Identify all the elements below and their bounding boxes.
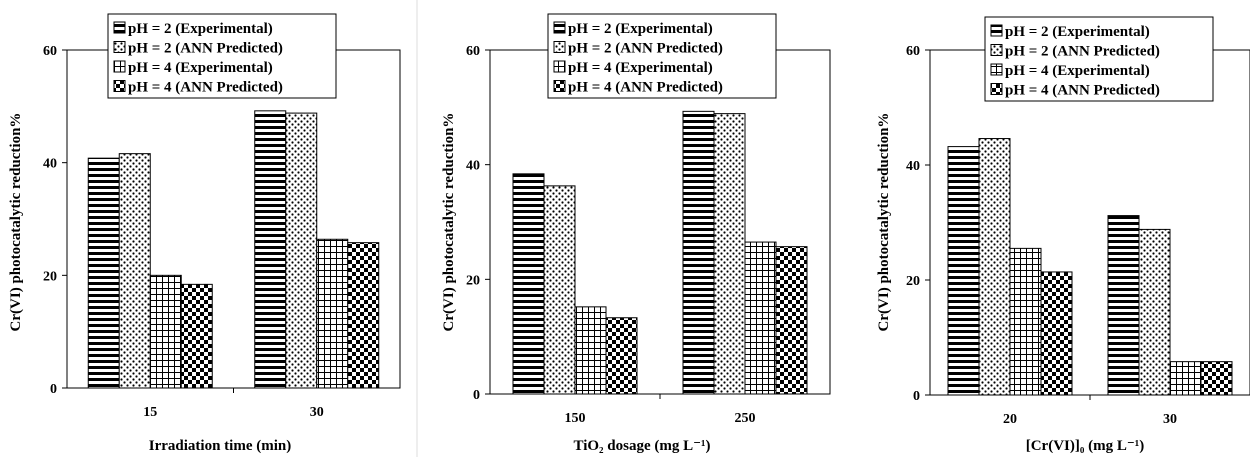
legend-label-ph2-experimental: pH = 2 (Experimental) <box>128 21 273 37</box>
y-tick-label: 60 <box>906 44 920 59</box>
legend-box <box>547 13 777 99</box>
bar-ph4-experimental-15 <box>149 274 182 389</box>
legend-box <box>984 16 1214 102</box>
x-axis-title: [Cr(VI)]₀ (mg L⁻¹) <box>1026 438 1145 454</box>
legend-swatch-ph2-experimental <box>553 21 566 34</box>
y-tick-label: 20 <box>43 269 57 284</box>
legend-swatch-ph4-experimental <box>553 60 566 73</box>
legend-label-ph4-ann-predicted: pH = 4 (ANN Predicted) <box>1005 83 1160 99</box>
bar-ph2-ann-predicted-15 <box>118 153 151 389</box>
bar-ph2-ann-predicted-20 <box>978 138 1011 396</box>
x-tick-label: 250 <box>735 411 756 426</box>
bar-ph4-ann-predicted-250 <box>775 246 808 395</box>
bar-ph2-experimental-250 <box>682 110 715 395</box>
y-tick-label: 40 <box>466 159 480 174</box>
bar-ph2-ann-predicted-250 <box>713 113 746 395</box>
bar-ph4-ann-predicted-30 <box>1200 361 1233 396</box>
y-tick-labels: 0 20 40 60 <box>43 44 67 397</box>
y-tick-labels: 0 20 40 60 <box>466 44 490 403</box>
bars <box>947 138 1233 396</box>
bar-ph4-ann-predicted-15 <box>180 283 213 389</box>
bar-ph4-ann-predicted-30 <box>347 242 380 389</box>
bar-ph4-experimental-20 <box>1009 247 1042 396</box>
legend-swatch-ph4-ann-predicted <box>990 83 1003 95</box>
legend-label-ph2-ann-predicted: pH = 2 (ANN Predicted) <box>568 41 723 57</box>
bar-ph4-experimental-150 <box>574 306 607 395</box>
y-tick-label: 60 <box>43 44 57 59</box>
x-tick-labels: 150 250 <box>565 394 756 426</box>
legend: pH = 2 (Experimental) pH = 2 (ANN Predict… <box>984 16 1214 102</box>
y-tick-label: 40 <box>43 157 57 172</box>
y-tick-labels: 0 20 40 60 <box>906 44 930 404</box>
bar-ph4-experimental-250 <box>744 241 777 395</box>
legend-swatch-ph2-ann-predicted <box>553 41 566 53</box>
legend-swatch-ph4-ann-predicted <box>553 80 566 92</box>
y-axis-title: Cr(VI) photocatalytic reduction% <box>8 113 24 332</box>
x-tick-labels: 15 30 <box>143 388 324 420</box>
legend-label-ph4-experimental: pH = 4 (Experimental) <box>128 60 273 76</box>
bar-ph4-ann-predicted-20 <box>1040 271 1073 396</box>
y-axis-title: Cr(VI) photocatalytic reduction% <box>441 113 457 332</box>
y-tick-label: 0 <box>913 389 920 404</box>
y-tick-label: 20 <box>466 273 480 288</box>
legend-swatch-ph2-ann-predicted <box>990 44 1003 56</box>
legend-swatch-ph4-experimental <box>990 63 1003 76</box>
y-tick-label: 20 <box>906 274 920 289</box>
legend-box <box>107 13 337 99</box>
bar-ph2-experimental-20 <box>947 146 980 396</box>
legend-label-ph4-ann-predicted: pH = 4 (ANN Predicted) <box>568 80 723 96</box>
legend-swatch-ph4-experimental <box>113 60 126 73</box>
x-tick-label: 20 <box>1003 412 1017 427</box>
legend-swatch-ph2-ann-predicted <box>113 41 126 53</box>
y-tick-label: 0 <box>50 382 57 397</box>
bar-ph4-experimental-30 <box>316 238 349 389</box>
legend: pH = 2 (Experimental) pH = 2 (ANN Predict… <box>547 13 777 99</box>
legend-label-ph4-ann-predicted: pH = 4 (ANN Predicted) <box>128 80 283 96</box>
bar-ph2-experimental-150 <box>512 173 545 395</box>
legend-swatch-ph2-experimental <box>113 21 126 34</box>
legend-label-ph2-ann-predicted: pH = 2 (ANN Predicted) <box>1005 44 1160 60</box>
bar-ph4-experimental-30 <box>1169 361 1202 396</box>
bars <box>87 110 380 389</box>
bar-ph2-experimental-30 <box>1107 215 1140 396</box>
bar-ph2-ann-predicted-150 <box>543 185 576 395</box>
bar-ph2-ann-predicted-30 <box>1138 228 1171 396</box>
bars <box>512 110 808 395</box>
legend-label-ph4-experimental: pH = 4 (Experimental) <box>568 60 713 76</box>
y-tick-label: 0 <box>473 388 480 403</box>
bar-ph2-experimental-15 <box>87 157 120 389</box>
legend-swatch-ph2-experimental <box>990 24 1003 37</box>
legend-label-ph2-experimental: pH = 2 (Experimental) <box>568 21 713 37</box>
legend-label-ph2-ann-predicted: pH = 2 (ANN Predicted) <box>128 41 283 57</box>
legend-label-ph4-experimental: pH = 4 (Experimental) <box>1005 63 1150 79</box>
y-tick-label: 40 <box>906 159 920 174</box>
bar-ph2-ann-predicted-30 <box>285 112 318 389</box>
x-tick-label: 30 <box>1163 412 1177 427</box>
x-tick-labels: 20 30 <box>1003 395 1177 427</box>
x-tick-label: 150 <box>565 411 586 426</box>
legend-swatch-ph4-ann-predicted <box>113 80 126 92</box>
chart-panel-tio2-dosage: 0 20 40 60 150 250 TiO₂ dosage (mg L⁻¹) Cr(V… <box>441 13 831 454</box>
x-tick-label: 30 <box>310 405 324 420</box>
bar-ph2-experimental-30 <box>254 110 287 389</box>
x-axis-title: Irradiation time (min) <box>149 438 291 454</box>
bar-ph4-ann-predicted-150 <box>605 317 638 395</box>
legend-label-ph2-experimental: pH = 2 (Experimental) <box>1005 24 1150 40</box>
legend: pH = 2 (Experimental) pH = 2 (ANN Predict… <box>107 13 337 99</box>
y-tick-label: 60 <box>466 44 480 59</box>
x-axis-title: TiO₂ dosage (mg L⁻¹) <box>573 438 710 454</box>
x-tick-label: 15 <box>143 405 157 420</box>
y-axis-title: Cr(VI) photocatalytic reduction% <box>876 113 892 332</box>
